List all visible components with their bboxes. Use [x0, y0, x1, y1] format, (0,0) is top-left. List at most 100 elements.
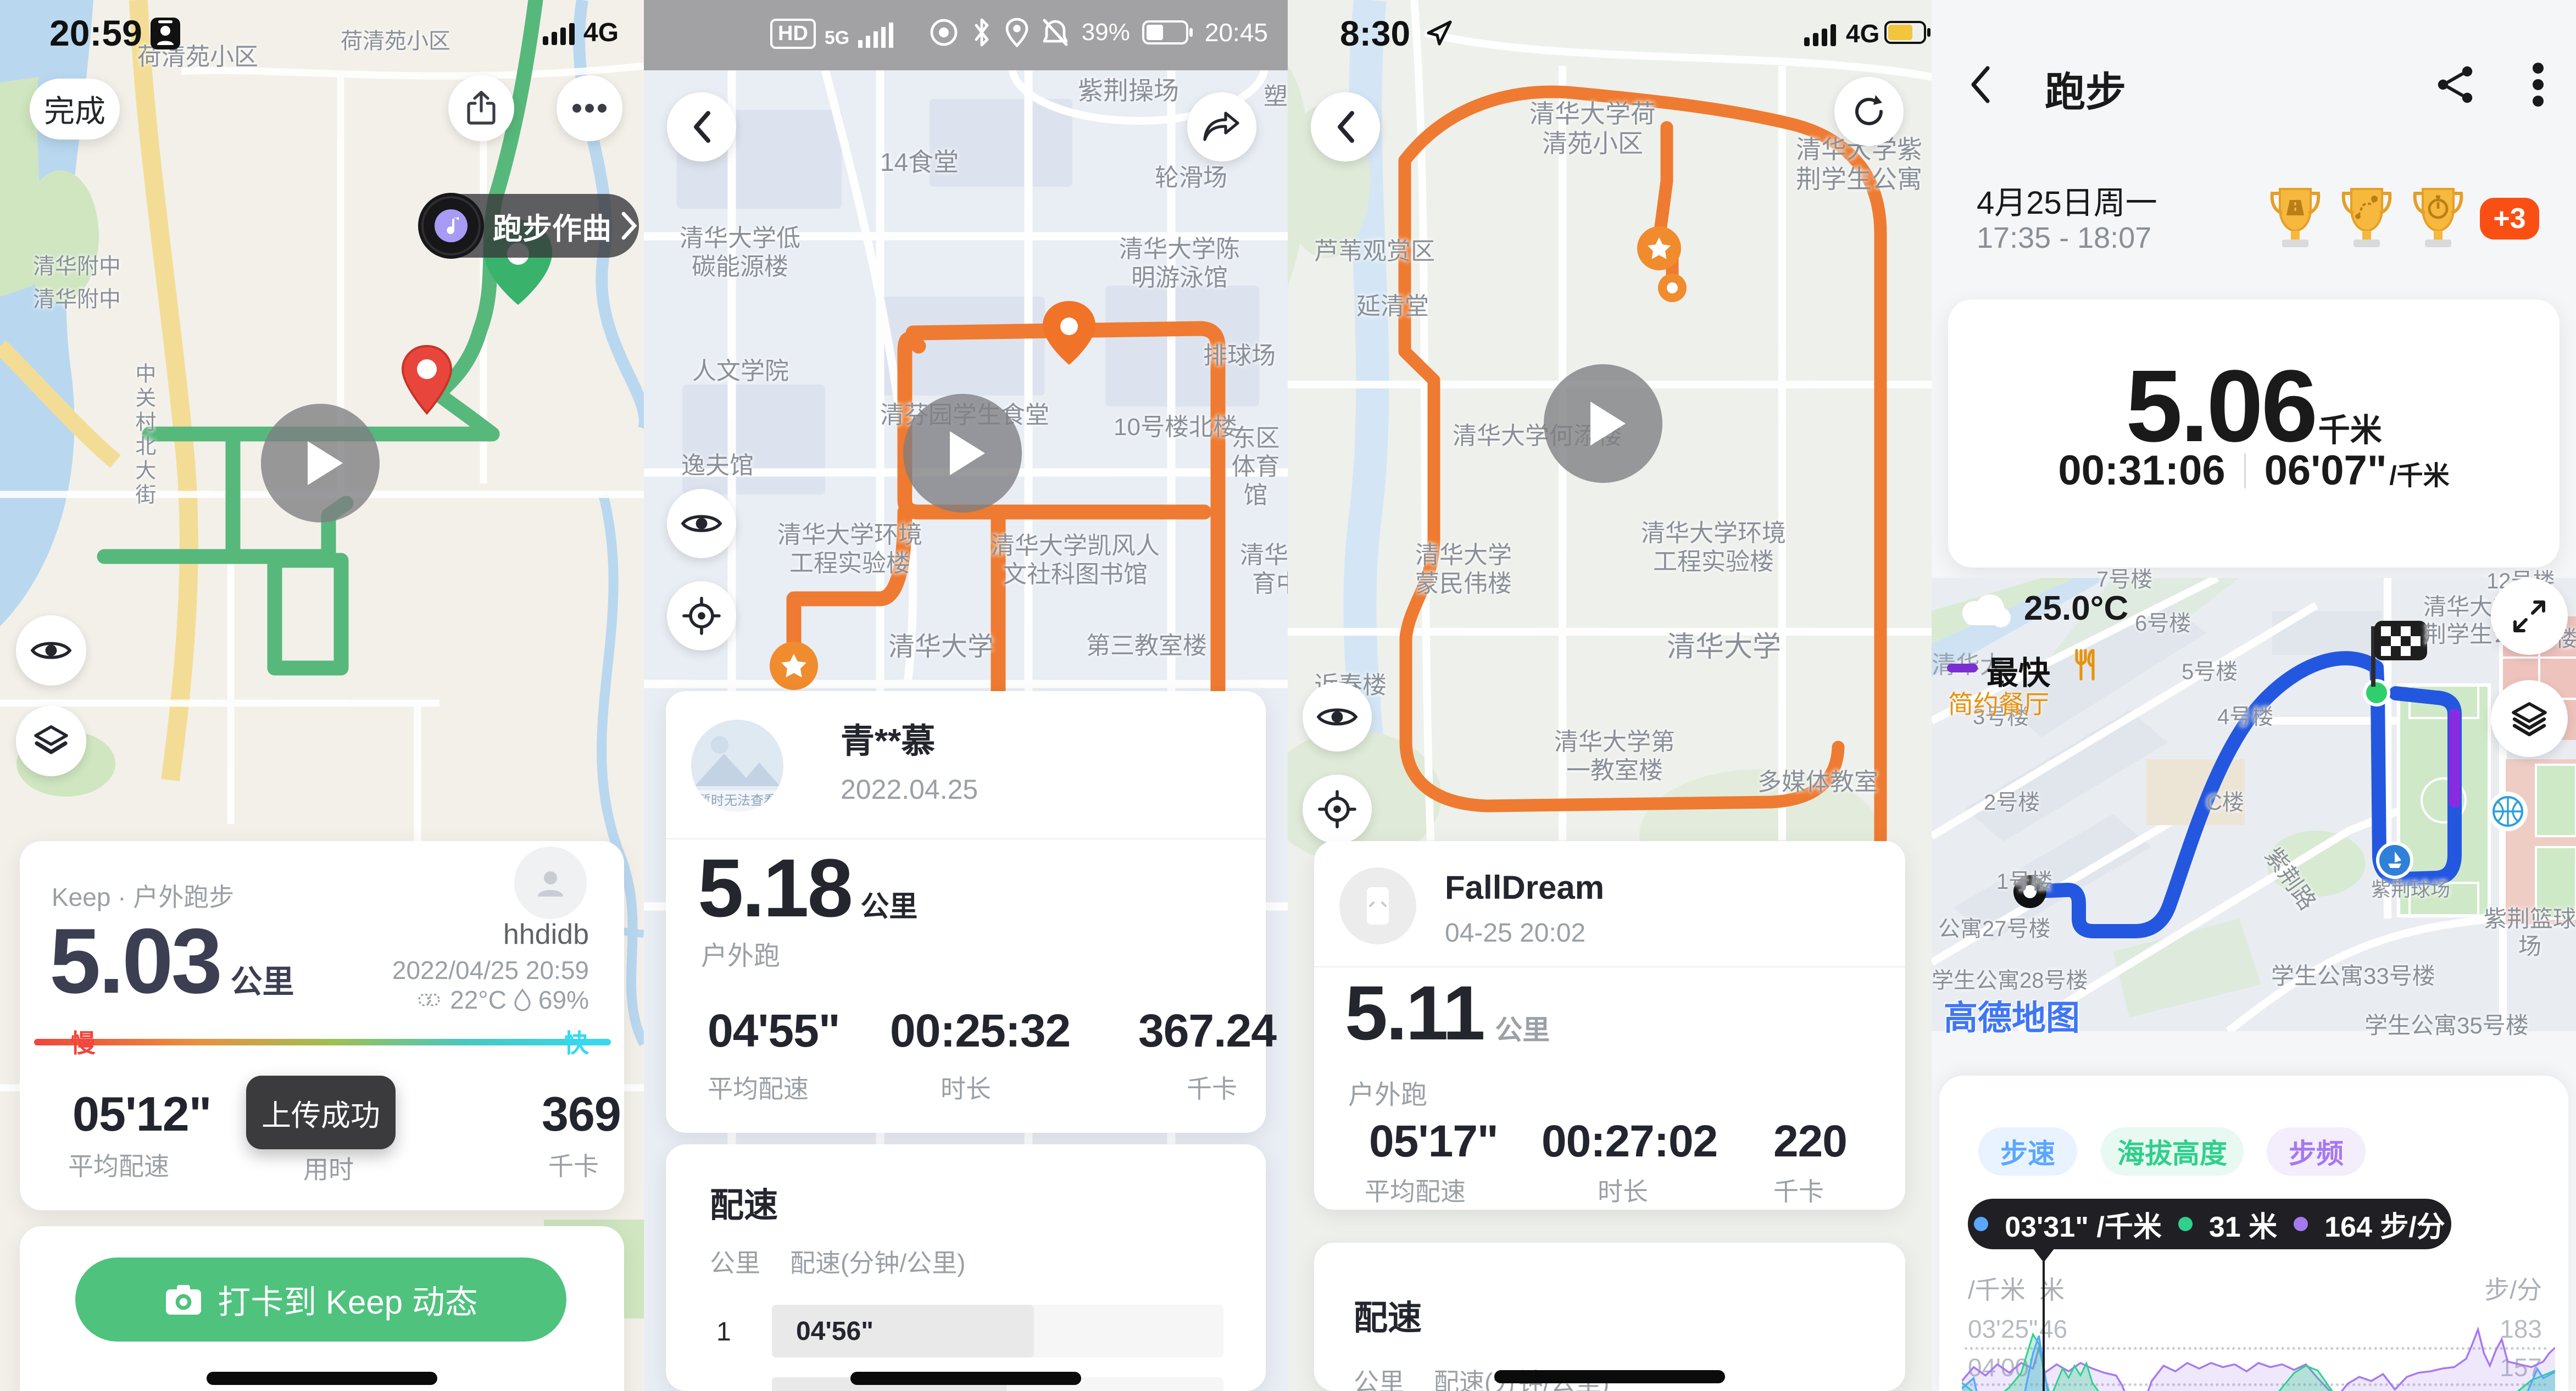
more-button[interactable] — [557, 75, 622, 141]
toast-text: 上传成功 — [262, 1099, 380, 1132]
locate-me-button[interactable] — [667, 581, 736, 650]
fastest-legend-label: 最快 — [1987, 655, 2051, 691]
kebab-menu-button[interactable] — [2532, 62, 2545, 108]
map-label: 14食堂 — [880, 148, 959, 176]
map-label: 7号楼 — [2096, 567, 2153, 592]
run-date: 4月25日周一 — [1977, 185, 2157, 221]
panel-falldream-run: 清华大学荷 清苑小区 清华大学紫 荆学生公寓 芦苇观赏区 延清堂 清华大学何添楼 清华大学… — [1288, 0, 1932, 1391]
signal-bars-icon — [1804, 24, 1836, 46]
person-icon — [538, 871, 563, 897]
distance-value: 5.06 — [2126, 349, 2318, 463]
camera-icon — [166, 1284, 202, 1315]
pace-splits-card: 配速 公里 配速(分钟/公里) — [1314, 1243, 1905, 1391]
pace-tick-1: 03'25" — [1968, 1315, 2038, 1343]
map-label: 清华附中 — [33, 287, 121, 311]
chevron-right-icon — [621, 212, 637, 240]
share-button[interactable] — [448, 75, 514, 141]
refresh-share-button[interactable] — [1834, 77, 1904, 146]
map-label: 10号楼北楼 — [1114, 414, 1237, 441]
signal-bars-icon — [858, 23, 894, 48]
map-layers-button[interactable] — [16, 706, 86, 776]
eye-toggle-button[interactable] — [16, 615, 86, 686]
pace-bar-fill: 04'56" — [772, 1305, 1034, 1357]
map-label: 清华大学 — [888, 632, 994, 661]
pace-tick-3: 04'48" — [1968, 1388, 2038, 1391]
eye-icon — [30, 642, 72, 659]
map-label: 轮滑场 — [1155, 164, 1227, 191]
eye-icon — [681, 515, 722, 532]
expand-arrows-icon — [2513, 600, 2545, 632]
gridline — [1965, 1383, 2547, 1386]
locate-me-button[interactable] — [1303, 775, 1372, 844]
pace-title: 配速 — [1354, 1299, 1422, 1337]
map-label: 延清堂 — [1356, 293, 1429, 320]
tab-altitude[interactable]: 海拔高度 — [2101, 1127, 2244, 1176]
distance-value: 5.03 — [49, 909, 222, 1012]
pace-col-pace: 配速(分钟/公里) — [790, 1249, 966, 1277]
forward-share-button[interactable] — [1187, 92, 1256, 162]
location-arrow-icon — [1427, 20, 1452, 46]
avg-pace-value: 05'17" — [1369, 1116, 1499, 1166]
map-expand-button[interactable] — [2491, 578, 2568, 655]
map-canvas[interactable] — [1932, 578, 2576, 1031]
play-route-animation-button[interactable] — [903, 394, 1022, 513]
play-route-animation-button[interactable] — [261, 404, 380, 522]
pace-row: 1 04'56" — [666, 1305, 1266, 1357]
tab-pace-label: 步速 — [2000, 1138, 2055, 1169]
back-button[interactable] — [667, 92, 736, 162]
avg-pace-label: 平均配速 — [708, 1075, 809, 1103]
metrics-chart[interactable] — [1962, 1309, 2555, 1391]
duration-label: 时长 — [1598, 1177, 1648, 1206]
user-name: hhdidb — [503, 919, 589, 950]
screen-record-icon — [930, 19, 958, 46]
map-label: 中关村北大街 — [131, 363, 155, 508]
map-label: 清华大学 蒙民伟楼 — [1415, 542, 1512, 597]
kcal-label: 千卡 — [1773, 1177, 1824, 1206]
slow-label: 慢 — [70, 1029, 96, 1058]
map-layers-button[interactable] — [2491, 680, 2568, 757]
cadence-dot — [2294, 1217, 2308, 1231]
avatar[interactable] — [1339, 867, 1416, 944]
share-nodes-button[interactable] — [2434, 64, 2476, 105]
eye-toggle-button[interactable] — [1303, 682, 1372, 752]
play-icon — [1590, 402, 1626, 446]
back-button[interactable] — [1311, 92, 1380, 162]
kcal-label: 千卡 — [1187, 1075, 1237, 1103]
trophy-road-icon — [2270, 188, 2321, 247]
back-button[interactable] — [1966, 64, 1994, 105]
done-button[interactable]: 完成 — [30, 79, 120, 140]
map-label: 学生公寓33号楼 — [2271, 963, 2435, 989]
forward-arrow-icon — [1203, 112, 1239, 141]
pace-splits-card: 配速 公里 配速(分钟/公里) 1 04'56" 2 04'42" — [666, 1144, 1266, 1391]
run-compose-label: 跑步作曲 — [493, 212, 611, 246]
bluetooth-icon — [975, 18, 989, 47]
tab-cadence[interactable]: 步频 — [2267, 1127, 2366, 1176]
home-indicator[interactable] — [207, 1372, 437, 1385]
distance-unit: 公里 — [1495, 1015, 1550, 1045]
tab-pace[interactable]: 步速 — [1978, 1127, 2077, 1176]
duration-label: 用时 — [303, 1155, 354, 1184]
checkin-keep-button[interactable]: 打卡到 Keep 动态 — [75, 1258, 566, 1342]
avatar[interactable]: 暂时无法查看 — [691, 720, 783, 812]
map-label: 6号楼 — [2135, 611, 2191, 636]
trophies-row[interactable]: +3 — [2266, 185, 2539, 253]
eye-toggle-button[interactable] — [667, 489, 736, 558]
run-type: 户外跑 — [701, 942, 781, 971]
temperature: 22°C — [450, 986, 507, 1014]
home-indicator[interactable] — [850, 1372, 1081, 1385]
run-compose-pill[interactable]: 跑步作曲 — [418, 193, 639, 259]
map-label: C楼 — [2206, 791, 2244, 815]
play-route-animation-button[interactable] — [1544, 364, 1662, 483]
run-datetime: 2022/04/25 20:59 — [392, 956, 589, 984]
home-indicator[interactable] — [1494, 1370, 1725, 1383]
divider — [2244, 453, 2246, 488]
altitude-dot — [2178, 1217, 2193, 1231]
avatar[interactable] — [514, 847, 587, 919]
trophy-stopwatch-icon — [2413, 188, 2463, 247]
tooltip-cursor-line[interactable] — [2043, 1261, 2045, 1391]
more-trophies-badge[interactable]: +3 — [2480, 198, 2539, 240]
map-label: 清华大学综合 育中心曹光 — [1240, 542, 1288, 597]
divider — [1314, 966, 1905, 967]
humidity-drop-icon — [514, 988, 531, 1011]
map-label: 清华大学第 一教室楼 — [1554, 728, 1675, 784]
